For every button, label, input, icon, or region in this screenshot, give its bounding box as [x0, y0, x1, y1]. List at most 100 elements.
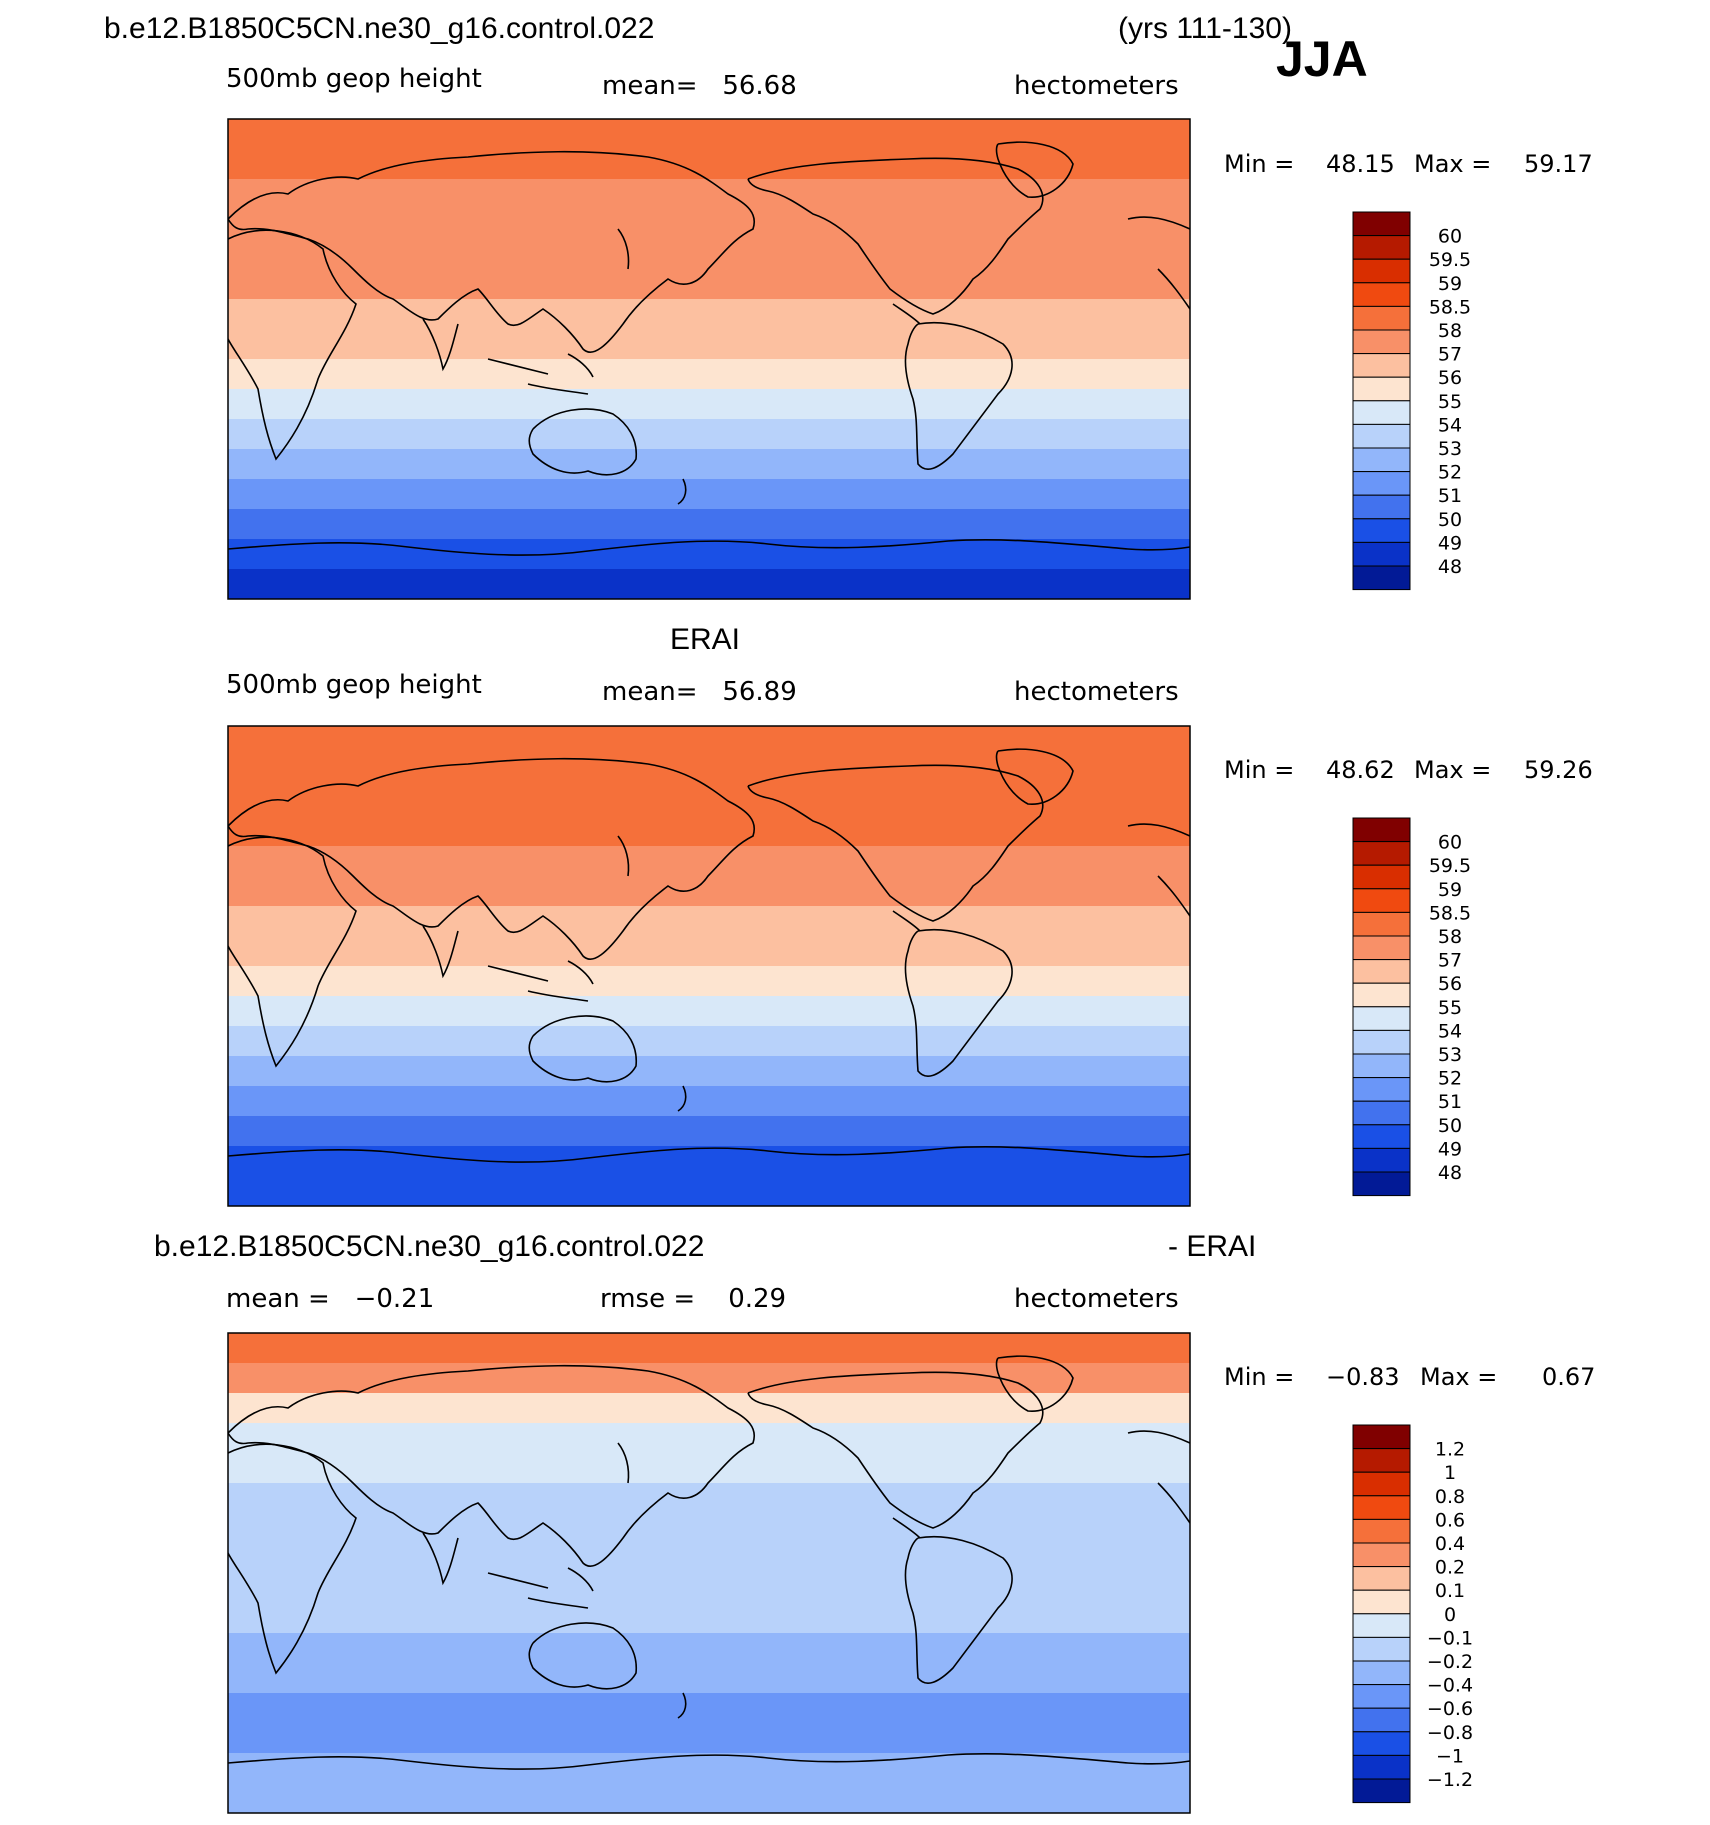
colorbar-tick-label: 60	[1438, 832, 1462, 854]
contour-band	[228, 1423, 1190, 1454]
colorbar-swatch	[1352, 911, 1411, 937]
panel3-title-right: - ERAI	[1168, 1230, 1257, 1263]
colorbar-tick-label: 60	[1438, 226, 1462, 248]
colorbar-tick-label: 50	[1438, 1115, 1462, 1137]
panel2-max-label: Max =	[1414, 756, 1492, 784]
colorbar-tick-label: −0.4	[1427, 1675, 1473, 1697]
contour-band	[228, 119, 1190, 150]
colorbar-swatch	[1352, 447, 1411, 473]
colorbar-swatch	[1352, 1518, 1411, 1544]
contour-band	[228, 1633, 1190, 1664]
colorbar-3: 1.210.80.60.40.20.10−0.1−0.2−0.4−0.6−0.8…	[1352, 1424, 1473, 1804]
contour-band	[228, 569, 1190, 599]
contour-band	[228, 966, 1190, 997]
colorbar-tick-label: 57	[1438, 950, 1462, 972]
map-frame	[227, 118, 1191, 600]
panel3-rmse: rmse = 0.29	[600, 1284, 787, 1314]
colorbar-swatch	[1352, 935, 1411, 961]
contour-band	[228, 1026, 1190, 1057]
panel1-variable: 500mb geop height	[226, 64, 482, 94]
colorbar-tick-label: 0.8	[1435, 1486, 1465, 1508]
colorbar-tick-label: 55	[1438, 391, 1462, 413]
colorbar-tick-label: 54	[1438, 1020, 1462, 1042]
panel2-max: 59.26	[1524, 756, 1593, 784]
colorbar-tick-label: 52	[1438, 462, 1462, 484]
panel1-mean: mean= 56.68	[602, 71, 797, 101]
colorbar-swatch	[1352, 1053, 1411, 1079]
colorbar-tick-label: 59	[1438, 273, 1462, 295]
map-frame	[227, 1332, 1191, 1814]
map-obs	[228, 726, 1190, 1206]
colorbar-tick-label: 54	[1438, 414, 1462, 436]
colorbar-swatch	[1352, 1471, 1411, 1497]
contour-band	[228, 509, 1190, 540]
colorbar-swatch	[1352, 817, 1411, 843]
colorbar-swatch	[1352, 1100, 1411, 1126]
contour-band	[228, 1393, 1190, 1424]
colorbar-tick-label: 58	[1438, 926, 1462, 948]
colorbar-tick-label: −1.2	[1427, 1769, 1473, 1791]
colorbar-swatch	[1352, 376, 1411, 402]
colorbar-tick-label: 49	[1438, 1138, 1462, 1160]
colorbar-swatch	[1352, 1171, 1411, 1197]
contour-band	[228, 209, 1190, 240]
colorbar-tick-label: 57	[1438, 344, 1462, 366]
contour-band	[228, 389, 1190, 420]
panel3-mean: mean = −0.21	[226, 1284, 435, 1314]
contour-band	[228, 1176, 1190, 1206]
colorbar-swatch	[1352, 1424, 1411, 1450]
contour-band	[228, 1603, 1190, 1634]
colorbar-tick-label: −0.6	[1427, 1698, 1473, 1720]
colorbar-tick-label: 0.2	[1435, 1557, 1465, 1579]
colorbar-swatch	[1352, 959, 1411, 984]
contour-band	[228, 1333, 1190, 1364]
colorbar-tick-label: 55	[1438, 997, 1462, 1019]
colorbar-tick-label: 0.6	[1435, 1509, 1465, 1531]
colorbar-swatch	[1352, 1495, 1411, 1520]
colorbar-swatch	[1352, 494, 1411, 520]
contour-band	[228, 1363, 1190, 1394]
colorbar-tick-label: 59.5	[1429, 249, 1471, 271]
contour-band	[228, 449, 1190, 480]
colorbar-tick-label: 48	[1438, 556, 1462, 578]
colorbar-swatch	[1352, 1448, 1411, 1473]
colorbar-swatch	[1352, 329, 1411, 355]
panel2-title: ERAI	[670, 623, 741, 656]
contour-band	[228, 1513, 1190, 1544]
colorbar-swatch	[1352, 471, 1411, 496]
contour-band	[228, 846, 1190, 877]
colorbar-swatch	[1352, 1731, 1411, 1756]
contour-band	[228, 816, 1190, 847]
colorbar-swatch	[1352, 305, 1411, 331]
colorbar-tick-label: 48	[1438, 1162, 1462, 1184]
colorbar-swatch	[1352, 1566, 1411, 1591]
colorbar-swatch	[1352, 541, 1411, 567]
contour-band	[228, 726, 1190, 757]
colorbar-swatch	[1352, 1006, 1411, 1031]
colorbar-swatch	[1352, 211, 1411, 237]
colorbar-tick-label: −0.1	[1427, 1627, 1473, 1649]
colorbar-swatch	[1352, 1778, 1411, 1804]
colorbar-tick-label: 49	[1438, 532, 1462, 554]
colorbar-swatch	[1352, 400, 1411, 425]
contour-band	[228, 1453, 1190, 1484]
colorbar-swatch	[1352, 258, 1411, 284]
colorbar-swatch	[1352, 353, 1411, 378]
colorbar-tick-label: −0.8	[1427, 1722, 1473, 1744]
contour-band	[228, 1663, 1190, 1694]
panel3-title: b.e12.B1850C5CN.ne30_g16.control.022	[154, 1230, 705, 1263]
colorbar-swatch	[1352, 1029, 1411, 1055]
colorbar-tick-label: 0	[1444, 1604, 1456, 1626]
colorbar-swatch	[1352, 1660, 1411, 1686]
contour-band	[228, 479, 1190, 510]
contour-band	[228, 1086, 1190, 1117]
colorbar-swatch	[1352, 1613, 1411, 1638]
panel1-max: 59.17	[1524, 150, 1593, 178]
years-label: (yrs 111-130)	[1118, 12, 1292, 45]
contour-band	[228, 1543, 1190, 1574]
contour-band	[228, 179, 1190, 210]
colorbar-tick-label: 0.1	[1435, 1580, 1465, 1602]
colorbar-swatch	[1352, 282, 1411, 307]
